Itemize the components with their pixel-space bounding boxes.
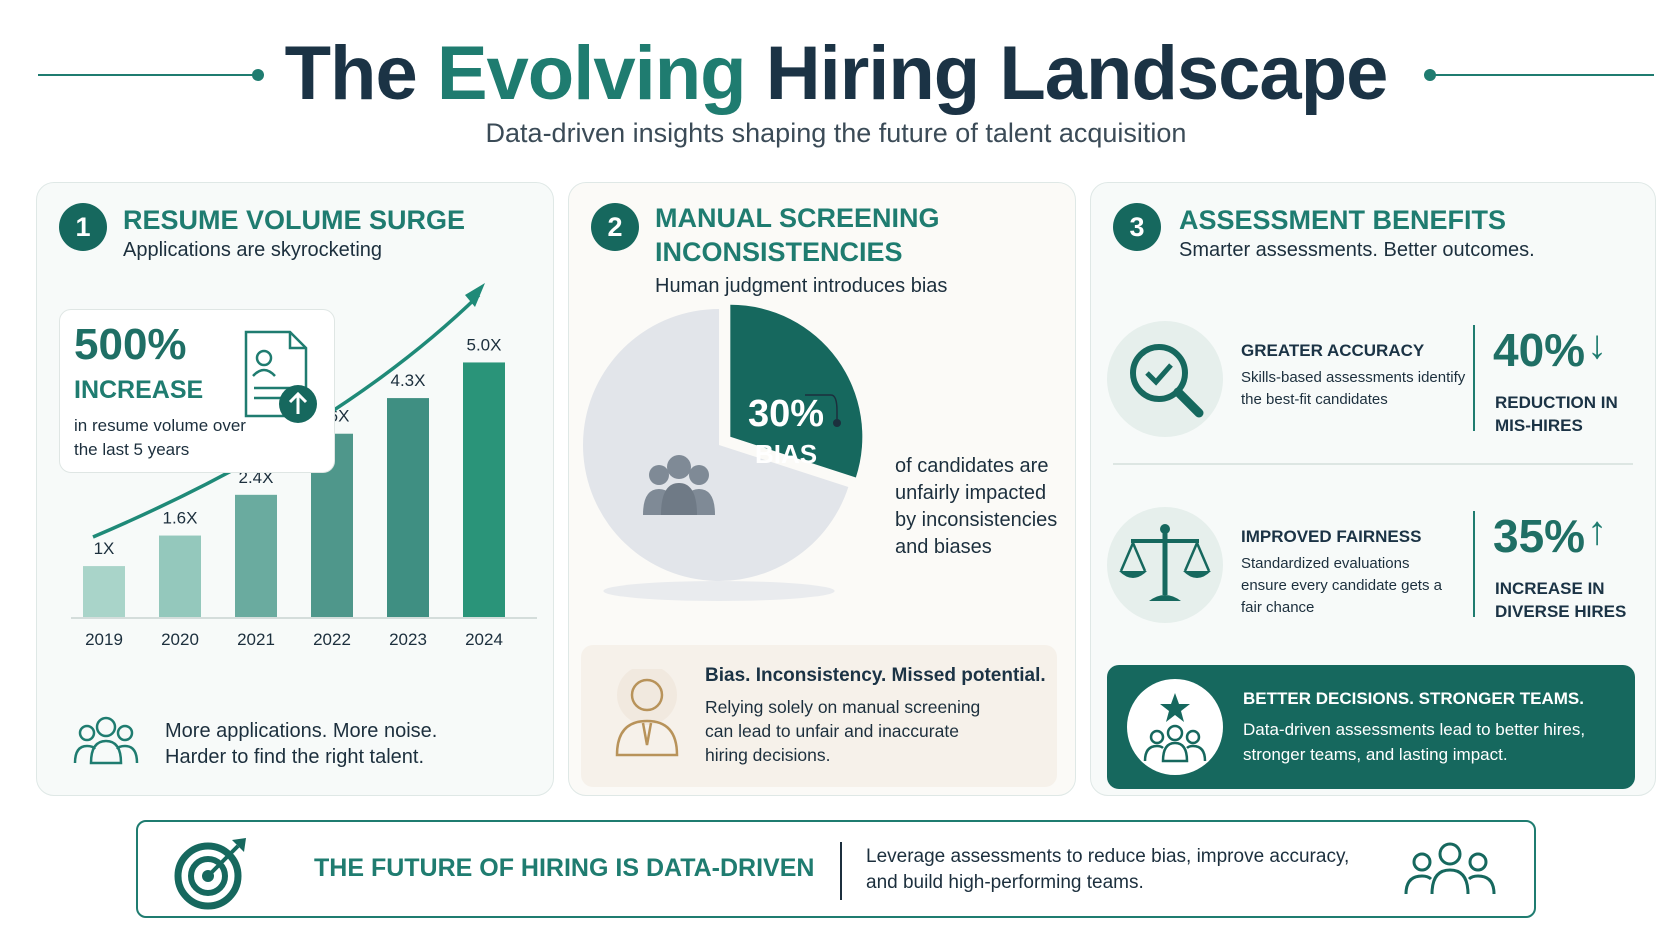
pie-shadow bbox=[603, 581, 835, 601]
pie-people-icon bbox=[643, 455, 715, 515]
bias-callout: Bias. Inconsistency. Missed potential. R… bbox=[581, 645, 1057, 787]
bar-2023 bbox=[387, 398, 429, 617]
benefit-fairness-head: IMPROVED FAIRNESS bbox=[1241, 527, 1422, 546]
bar-label-2020: 1.6X bbox=[163, 509, 198, 528]
benefit-fairness-label: INCREASE IN DIVERSE HIRES bbox=[1495, 579, 1627, 621]
footer-banner: THE FUTURE OF HIRING IS DATA-DRIVEN Leve… bbox=[136, 820, 1536, 918]
person-tie-icon bbox=[615, 669, 679, 757]
pie-slice-bias bbox=[730, 304, 863, 478]
panel2-number: 2 bbox=[591, 203, 639, 251]
trend-arrow-head bbox=[465, 283, 485, 307]
panel2-subtitle: Human judgment introduces bias bbox=[655, 275, 948, 297]
benefit-accuracy-label: REDUCTION IN MIS-HIRES bbox=[1495, 393, 1618, 435]
team-star-icon-circle bbox=[1127, 679, 1223, 775]
arrow-down-icon: ↓ bbox=[1587, 323, 1607, 367]
pie-leader-line bbox=[805, 394, 838, 419]
panel2-title-line1: MANUAL SCREENING bbox=[655, 203, 940, 233]
team-star-icon bbox=[1143, 693, 1207, 763]
stat-value: 500% bbox=[74, 320, 187, 369]
x-tick-2024: 2024 bbox=[465, 630, 503, 649]
bar-2019 bbox=[83, 566, 125, 617]
title-dot-left bbox=[252, 69, 264, 81]
x-tick-2023: 2023 bbox=[389, 630, 427, 649]
title-rule-right bbox=[1428, 74, 1654, 76]
title-accent: Evolving bbox=[436, 31, 747, 116]
footer-divider bbox=[840, 842, 842, 900]
panel1-footer-text: More applications. More noise. Harder to… bbox=[165, 720, 438, 768]
people-group-icon bbox=[73, 716, 139, 765]
panel-assessment-benefits: 3 ASSESSMENT BENEFITS Smarter assessment… bbox=[1090, 182, 1656, 796]
benefit-accuracy-head: GREATER ACCURACY bbox=[1241, 341, 1425, 360]
benefit-fairness-desc: Standardized evaluations ensure every ca… bbox=[1241, 555, 1442, 616]
title-part2: Hiring Landscape bbox=[745, 31, 1389, 116]
bar-label-2023: 4.3X bbox=[391, 371, 426, 390]
bias-callout-body: Relying solely on manual screening can l… bbox=[705, 697, 981, 765]
panel3-number: 3 bbox=[1113, 203, 1161, 251]
title-part1: The bbox=[284, 31, 437, 116]
benefits-separator bbox=[1113, 463, 1633, 465]
title-rule-left bbox=[38, 74, 258, 76]
bias-callout-head: Bias. Inconsistency. Missed potential. bbox=[705, 665, 1046, 686]
x-tick-2020: 2020 bbox=[161, 630, 199, 649]
bar-label-2019: 1X bbox=[94, 539, 115, 558]
panel3-title: ASSESSMENT BENEFITS bbox=[1179, 205, 1507, 235]
panel1-number: 1 bbox=[59, 203, 107, 251]
bar-2021 bbox=[235, 494, 277, 617]
benefit-fairness-value: 35% bbox=[1493, 510, 1586, 562]
resume-upload-icon bbox=[244, 330, 317, 423]
panel3-subtitle: Smarter assessments. Better outcomes. bbox=[1179, 239, 1535, 261]
scales-icon bbox=[1119, 524, 1211, 601]
bar-chart: 1X20191.6X20202.4X20213.6X20224.3X20235.… bbox=[71, 283, 537, 649]
pie-description: of candidates are unfairly impacted by i… bbox=[895, 455, 1058, 558]
title-dot-right bbox=[1424, 69, 1436, 81]
team-icon bbox=[1404, 842, 1496, 895]
fairness-icon-circle bbox=[1107, 507, 1223, 623]
pie-bias-value: 30% bbox=[747, 393, 825, 435]
better-decisions-head: BETTER DECISIONS. STRONGER TEAMS. bbox=[1243, 689, 1584, 708]
pie-leader-dot bbox=[833, 419, 841, 427]
bar-label-2024: 5.0X bbox=[467, 335, 502, 354]
stat-description: in resume volume over the last 5 years bbox=[74, 416, 246, 459]
pie-chart bbox=[583, 304, 863, 601]
footer-body: Leverage assessments to reduce bias, imp… bbox=[866, 846, 1350, 893]
stat-label: INCREASE bbox=[74, 376, 204, 404]
panel-resume-volume: 1 RESUME VOLUME SURGE Applications are s… bbox=[36, 182, 554, 796]
panel1-subtitle: Applications are skyrocketing bbox=[123, 239, 383, 261]
page-subtitle: Data-driven insights shaping the future … bbox=[485, 118, 1187, 148]
bar-2024 bbox=[463, 362, 505, 617]
benefit-accuracy-divider bbox=[1473, 325, 1475, 431]
better-decisions-callout: BETTER DECISIONS. STRONGER TEAMS. Data-d… bbox=[1107, 665, 1635, 789]
arrow-up-icon: ↑ bbox=[1587, 509, 1607, 553]
stat-box: 500% INCREASE in resume volume over the … bbox=[59, 309, 335, 473]
page-title: The Evolving Hiring Landscape bbox=[0, 30, 1672, 117]
x-tick-2019: 2019 bbox=[85, 630, 123, 649]
pie-bias-label: BIAS bbox=[754, 439, 818, 469]
target-icon bbox=[174, 838, 246, 910]
x-tick-2021: 2021 bbox=[237, 630, 275, 649]
panel1-title: RESUME VOLUME SURGE bbox=[123, 205, 466, 235]
bar-2020 bbox=[159, 535, 201, 617]
benefit-accuracy-desc: Skills-based assessments identify the be… bbox=[1241, 369, 1466, 408]
benefit-accuracy-value: 40% bbox=[1493, 324, 1586, 376]
panel-manual-screening: 2 MANUAL SCREENING INCONSISTENCIES Human… bbox=[568, 182, 1076, 796]
footer-head: THE FUTURE OF HIRING IS DATA-DRIVEN bbox=[314, 854, 815, 882]
benefit-fairness-divider bbox=[1473, 511, 1475, 617]
accuracy-icon-circle bbox=[1107, 321, 1223, 437]
panel2-title-line2: INCONSISTENCIES bbox=[655, 237, 903, 267]
magnifier-check-icon bbox=[1130, 344, 1204, 418]
header: The Evolving Hiring Landscape bbox=[0, 22, 1672, 122]
better-decisions-body: Data-driven assessments lead to better h… bbox=[1243, 720, 1586, 764]
x-tick-2022: 2022 bbox=[313, 630, 351, 649]
